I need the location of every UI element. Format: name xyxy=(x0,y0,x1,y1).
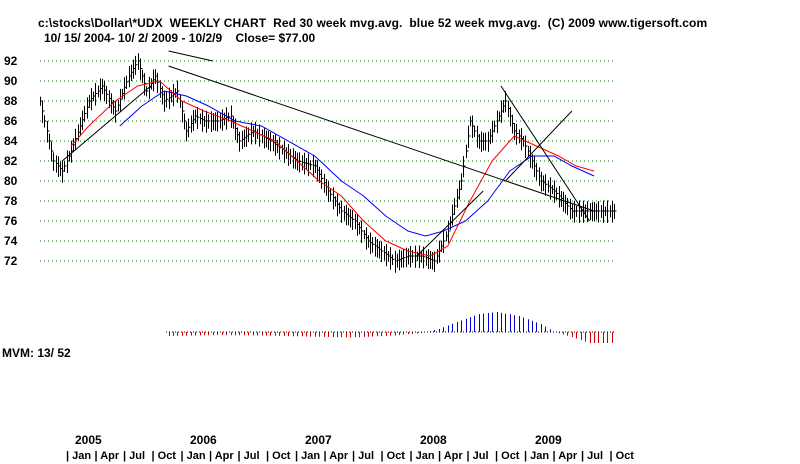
month-label: | Jan xyxy=(181,450,206,462)
trendline xyxy=(500,85,591,222)
y-tick-label: 80 xyxy=(4,174,18,188)
month-label: | Apr xyxy=(95,450,120,462)
month-label: | Apr xyxy=(324,450,349,462)
y-axis-ticks: 92 90 88 86 84 82 80 78 76 74 72 xyxy=(4,54,18,268)
chart-subtitle: 10/ 15/ 2004- 10/ 2/ 2009 - 10/2/9 Close… xyxy=(44,31,316,45)
chart-title: c:\stocks\Dollar\*UDX WEEKLY CHART Red 3… xyxy=(38,16,708,30)
month-label: | Jul xyxy=(238,450,260,462)
month-label: | Oct xyxy=(266,450,291,462)
y-tick-label: 78 xyxy=(4,194,18,208)
trendline xyxy=(61,85,152,162)
y-tick-label: 82 xyxy=(4,154,18,168)
price-bars xyxy=(40,53,617,273)
month-label: | Apr xyxy=(438,450,463,462)
y-tick-label: 72 xyxy=(4,254,18,268)
ma52-line xyxy=(119,90,595,237)
mvm-histogram xyxy=(166,312,614,343)
y-tick-label: 74 xyxy=(4,234,18,248)
year-label: 2008 xyxy=(420,433,447,447)
mvm-indicator-label: MVM: 13/ 52 xyxy=(2,346,71,360)
year-label: 2006 xyxy=(190,433,217,447)
ma30-line xyxy=(70,80,595,257)
month-label: | Jan xyxy=(524,450,549,462)
month-label: | Jul xyxy=(123,450,145,462)
price-gridlines xyxy=(40,60,614,262)
month-label: | Oct xyxy=(381,450,406,462)
month-label: | Oct xyxy=(495,450,520,462)
y-tick-label: 76 xyxy=(4,214,18,228)
moving-averages xyxy=(70,80,595,257)
trendline xyxy=(416,190,484,257)
x-axis: 2005 2006 2007 2008 2009| Jan | Apr | Jul | Oct… xyxy=(66,433,634,462)
month-label: | Jul xyxy=(467,450,489,462)
y-tick-label: 90 xyxy=(4,74,18,88)
month-label: | Jan xyxy=(295,450,320,462)
month-label: | Jul xyxy=(352,450,374,462)
month-label: | Oct xyxy=(610,450,635,462)
trendline xyxy=(168,50,213,62)
month-label: | Jan xyxy=(410,450,435,462)
y-tick-label: 84 xyxy=(4,134,18,148)
month-label: | Apr xyxy=(209,450,234,462)
y-tick-label: 92 xyxy=(4,54,18,68)
month-label: | Apr xyxy=(553,450,578,462)
y-tick-label: 86 xyxy=(4,114,18,128)
year-label: 2009 xyxy=(535,433,562,447)
y-tick-label: 88 xyxy=(4,94,18,108)
trendline xyxy=(168,65,595,212)
month-label: | Oct xyxy=(152,450,177,462)
year-label: 2007 xyxy=(305,433,332,447)
month-label: | Jul xyxy=(581,450,603,462)
month-label: | Jan xyxy=(66,450,91,462)
trendlines xyxy=(61,50,595,257)
year-label: 2005 xyxy=(75,433,102,447)
trendline xyxy=(505,110,573,182)
